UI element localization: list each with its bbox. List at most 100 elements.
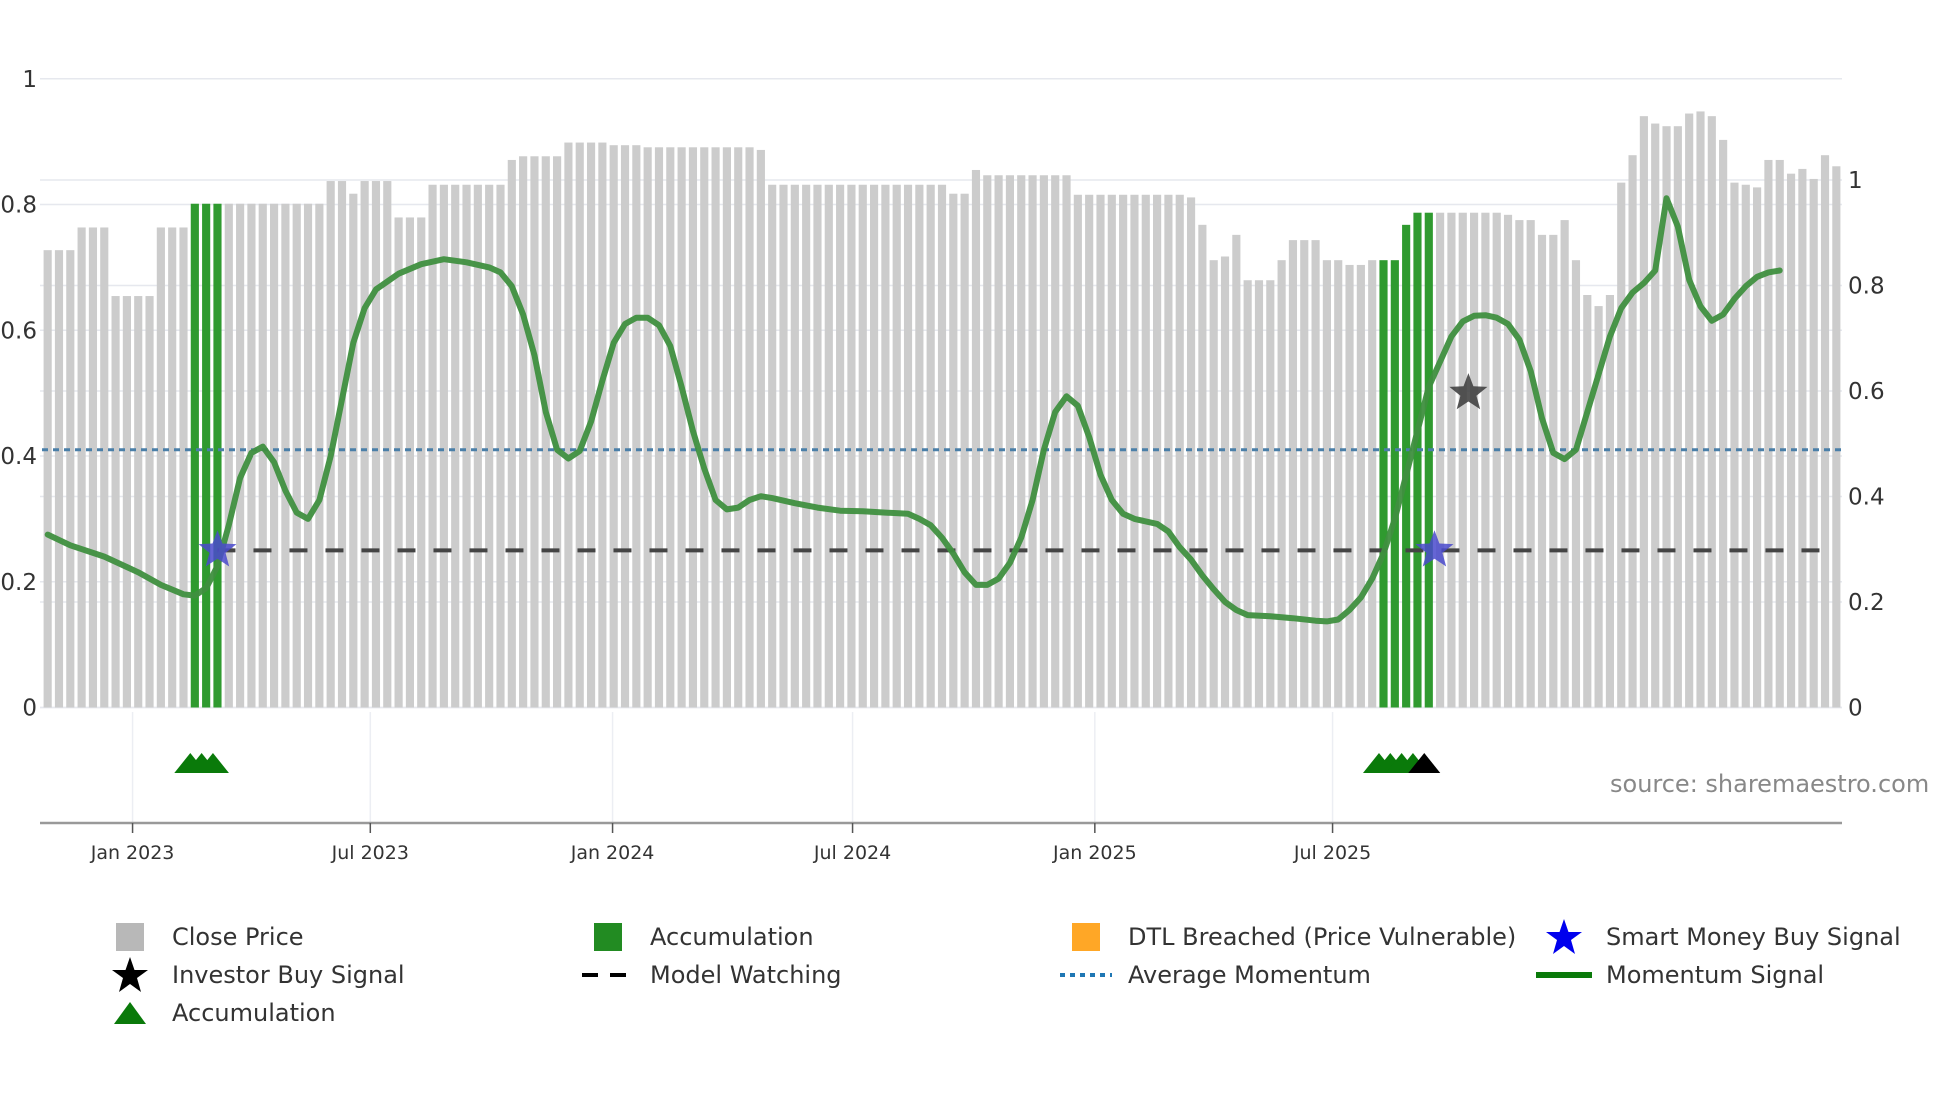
close-price-bar <box>1436 212 1445 708</box>
close-price-bar <box>1594 306 1603 708</box>
close-price-bar <box>1334 260 1343 708</box>
close-price-bar <box>1571 260 1581 708</box>
close-price-bar <box>54 250 64 708</box>
accumulation-bar <box>213 203 222 708</box>
close-price-bar <box>858 184 867 708</box>
close-price-bar <box>1492 212 1501 708</box>
close-price-bar <box>462 184 471 708</box>
close-price-bar <box>1481 212 1490 708</box>
chart-plot: Jan 2023 Jul 2023 Jan 2024 Jul 2024 Jan 2025… <box>0 67 1885 864</box>
momentum-signal-line <box>44 195 1783 625</box>
close-price-bar <box>507 159 516 708</box>
close-price-bar <box>1741 184 1750 708</box>
close-price-bar <box>1062 175 1071 708</box>
right-axis-label: 0.4 <box>1848 485 1885 511</box>
close-price-bar <box>564 142 573 708</box>
close-price-bar <box>303 203 313 708</box>
close-price-bar <box>1798 168 1807 708</box>
close-price-bar <box>1786 173 1796 708</box>
close-price-bar <box>337 181 347 708</box>
close-price-bar <box>1537 234 1547 708</box>
close-price-bar <box>666 147 675 708</box>
legend-item-smart-money-buy-signal: Smart Money Buy Signal <box>1534 919 1901 954</box>
close-price-bar <box>1549 234 1558 708</box>
gray-square-icon <box>100 920 160 954</box>
close-price-bar <box>1583 294 1592 708</box>
close-price-bar <box>971 169 981 708</box>
close-price-bar <box>881 184 890 708</box>
right-axis-label: 0.2 <box>1848 590 1885 616</box>
close-price-bar <box>224 203 233 708</box>
close-price-bar <box>903 184 913 708</box>
close-price-bar <box>802 184 811 708</box>
close-price-bar <box>1605 294 1614 708</box>
close-price-bar <box>1764 159 1773 708</box>
right-axis-label: 0.6 <box>1848 379 1885 405</box>
source-annotation: source: sharemaestro.com <box>1610 770 1930 798</box>
x-tick-label: Jul 2024 <box>813 842 891 864</box>
close-price-bar <box>722 147 731 708</box>
close-price-bar <box>1832 166 1841 708</box>
close-price-bar <box>1458 212 1467 708</box>
x-tick-label: Jul 2023 <box>331 842 409 864</box>
legend-item-model-watching: Model Watching <box>578 958 842 992</box>
close-price-bar <box>1651 123 1660 708</box>
close-price-bar <box>519 156 528 708</box>
close-price-bar <box>473 184 482 708</box>
close-price-bar <box>292 203 301 708</box>
close-price-bar <box>892 184 901 708</box>
green-square-icon <box>578 920 638 954</box>
close-price-bar <box>836 184 845 708</box>
close-price-bar <box>1639 116 1648 708</box>
close-price-bar <box>315 203 324 708</box>
close-price-bar <box>451 184 460 708</box>
x-tick-label: Jan 2023 <box>90 842 175 864</box>
left-axis-label: 1 <box>22 67 37 93</box>
close-price-bar <box>439 184 448 708</box>
close-price-bar <box>1254 280 1264 708</box>
close-price-bar <box>541 156 550 708</box>
close-price-bar <box>1368 260 1377 708</box>
close-price-bar <box>179 227 188 708</box>
close-price-bar <box>620 145 630 708</box>
left-axis-label: 0.2 <box>0 570 37 596</box>
left-axis-label: 0.6 <box>0 318 37 344</box>
close-price-bar <box>960 193 969 708</box>
close-price-bar <box>1719 139 1728 708</box>
orange-square-icon <box>1056 920 1116 954</box>
close-price-bar <box>88 227 98 708</box>
close-price-bar <box>813 184 822 708</box>
blue-star-icon <box>1534 919 1594 954</box>
close-price-bar <box>1617 182 1626 708</box>
accumulation-bar <box>1413 212 1422 708</box>
accumulation-bar <box>1390 260 1399 708</box>
legend-item-accumulation-marker: Accumulation <box>100 996 336 1030</box>
close-price-bar <box>1311 240 1320 708</box>
close-price-bar <box>1017 175 1026 708</box>
close-price-bar <box>66 250 75 708</box>
accumulation-bar <box>202 203 211 708</box>
close-price-bar <box>700 147 709 708</box>
close-price-bar <box>1243 280 1252 708</box>
close-price-bars <box>43 111 1841 708</box>
right-axis-label: 0.8 <box>1848 274 1885 300</box>
close-price-bar <box>643 147 652 708</box>
close-price-bar <box>937 184 947 708</box>
close-price-bar <box>824 184 833 708</box>
close-price-bar <box>915 184 924 708</box>
solid-line-icon <box>1534 958 1594 992</box>
close-price-bar <box>632 145 641 708</box>
accumulation-bar <box>1424 212 1433 708</box>
close-price-bar <box>1470 212 1479 708</box>
close-price-bar <box>417 217 426 708</box>
x-tick-label: Jan 2025 <box>1052 842 1137 864</box>
black-triangle-icon <box>1408 753 1441 773</box>
right-axis-label: 1 <box>1848 168 1863 194</box>
close-price-bar <box>1775 159 1784 708</box>
legend-item-momentum-signal: Momentum Signal <box>1534 958 1824 992</box>
close-price-bar <box>1447 212 1456 708</box>
x-tick-label: Jan 2024 <box>570 842 655 864</box>
close-price-bar <box>677 147 686 708</box>
close-price-bar <box>1696 111 1705 708</box>
